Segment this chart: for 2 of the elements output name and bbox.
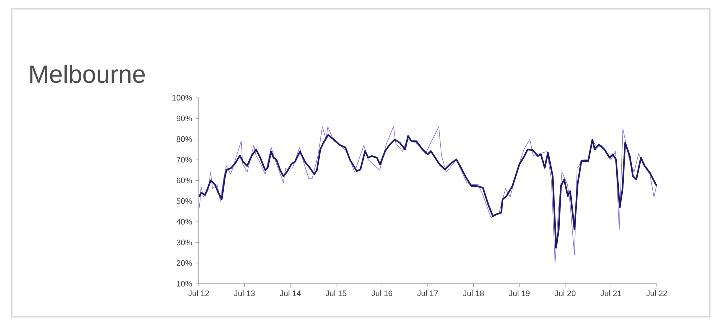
line-series	[199, 134, 658, 249]
chart-title: Melbourne	[30, 64, 146, 84]
